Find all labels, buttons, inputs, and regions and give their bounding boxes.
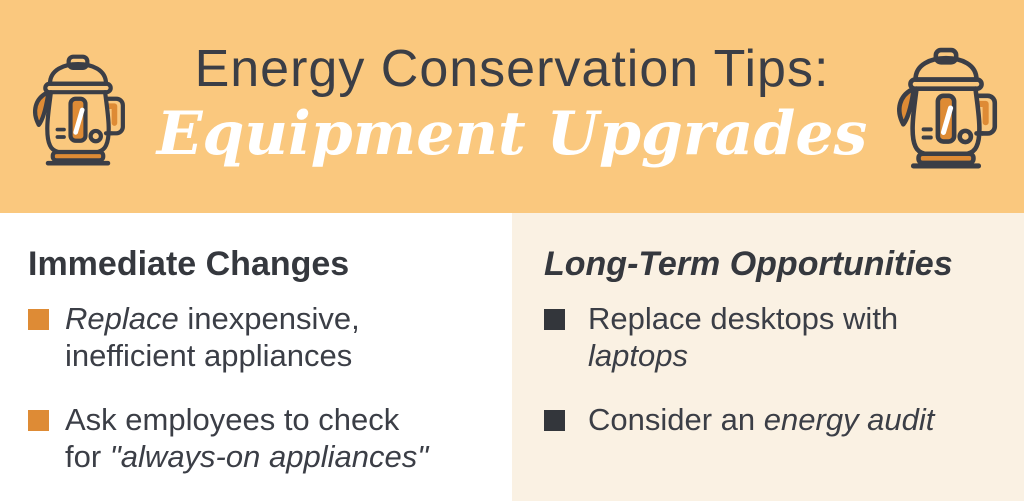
- immediate-changes-list: Replace inexpensive, inefficient applian…: [28, 300, 482, 476]
- list-item: Consider an energy audit: [544, 401, 1000, 438]
- bullet-text: Consider an energy audit: [588, 402, 935, 438]
- header-titles: Energy Conservation Tips: Equipment Upgr…: [157, 40, 868, 166]
- page-subtitle: Equipment Upgrades: [156, 98, 868, 169]
- dark-square-bullet-icon: [544, 308, 565, 330]
- bullet-text: Replace inexpensive, inefficient applian…: [65, 300, 360, 373]
- bullet-text: Ask employees to check for "always-on ap…: [65, 402, 429, 475]
- header-banner: Energy Conservation Tips: Equipment Upgr…: [0, 0, 1024, 213]
- long-term-list: Replace desktops with laptops Consider a…: [544, 300, 1000, 439]
- kettle-icon: [890, 45, 1002, 169]
- list-item: Replace desktops with laptops: [544, 300, 1000, 374]
- section-long-term-opportunities: Long-Term Opportunities Replace desktops…: [512, 213, 1024, 501]
- section-heading-long-term: Long-Term Opportunities: [544, 245, 953, 283]
- orange-square-bullet-icon: [28, 410, 49, 432]
- orange-square-bullet-icon: [28, 308, 49, 330]
- list-item: Replace inexpensive, inefficient applian…: [28, 300, 482, 374]
- list-item: Ask employees to check for "always-on ap…: [28, 401, 482, 475]
- section-immediate-changes: Immediate Changes Replace inexpensive, i…: [0, 213, 512, 501]
- page-title: Energy Conservation Tips:: [194, 40, 830, 99]
- kettle-icon: [26, 52, 130, 166]
- content-columns: Immediate Changes Replace inexpensive, i…: [0, 213, 1024, 501]
- bullet-text: Replace desktops with laptops: [588, 300, 899, 373]
- section-heading-immediate-changes: Immediate Changes: [28, 245, 350, 283]
- dark-square-bullet-icon: [544, 410, 565, 432]
